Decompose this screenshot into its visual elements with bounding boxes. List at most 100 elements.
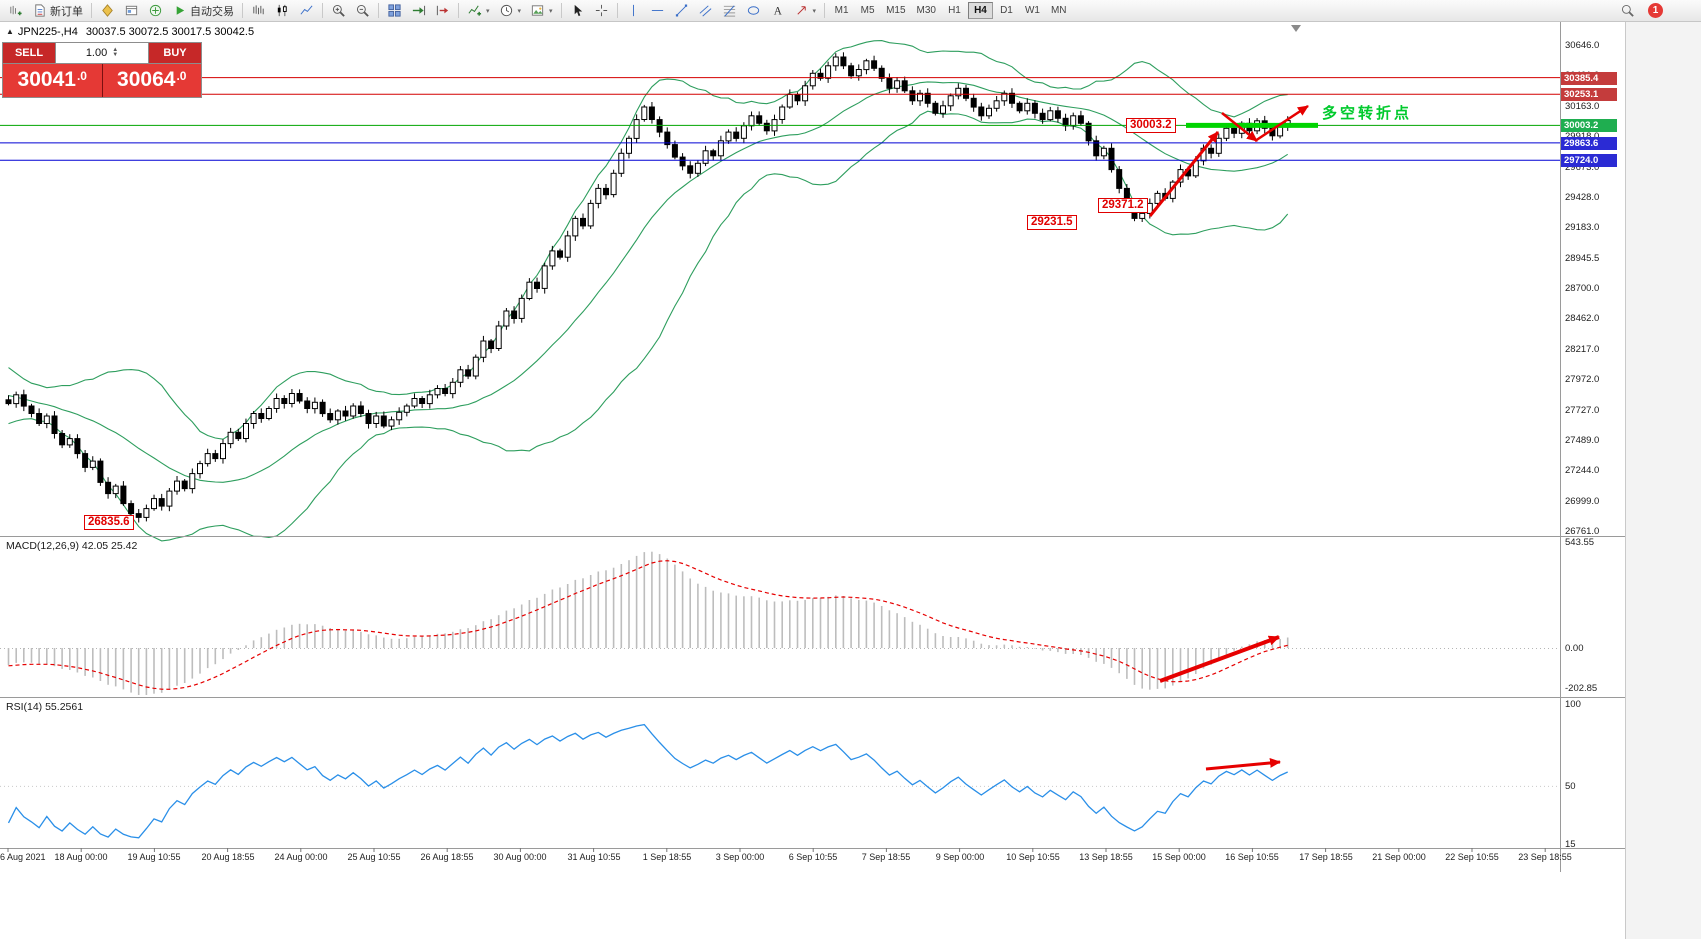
rsi-arrow xyxy=(1205,757,1281,771)
play-icon xyxy=(176,6,185,15)
cursor-icon xyxy=(574,4,582,17)
auto-scroll-icon xyxy=(412,5,426,16)
macd-histogram xyxy=(7,551,1289,695)
tile-windows-icon xyxy=(388,4,401,17)
search-icon xyxy=(1621,4,1634,17)
macd-signal-line xyxy=(8,560,1288,690)
main-toolbar: 新订单 自动交易 xyxy=(0,0,1701,22)
candlestick-series xyxy=(5,52,1291,523)
rsi-line xyxy=(7,723,1288,839)
buy-button[interactable]: BUY xyxy=(149,43,201,63)
horizontal-line-icon xyxy=(651,10,663,11)
timeframe-button-w1[interactable]: W1 xyxy=(1020,2,1045,19)
fibonacci-icon xyxy=(723,5,735,17)
timeframe-button-h1[interactable]: H1 xyxy=(942,2,967,19)
arrow-tool-icon xyxy=(796,6,806,15)
candlestick-chart-icon xyxy=(277,4,287,17)
chevron-down-icon: ▾ xyxy=(549,7,553,15)
buy-price-frac: .0 xyxy=(176,69,187,83)
timeframe-button-m30[interactable]: M30 xyxy=(912,2,941,19)
right-gutter xyxy=(1625,22,1701,939)
clock-icon xyxy=(500,4,512,17)
crosshair-icon xyxy=(595,4,607,17)
one-click-top-row: SELL 1.00 ▲ ▼ BUY xyxy=(3,43,201,64)
templates-icon xyxy=(531,5,544,16)
macd-pane xyxy=(0,551,1560,695)
auto-scroll-button[interactable] xyxy=(407,1,430,21)
data-window-icon xyxy=(125,5,138,16)
templates-button[interactable]: ▾ xyxy=(526,1,557,21)
text-tool-button[interactable]: A xyxy=(766,1,789,21)
zoom-out-button[interactable] xyxy=(351,1,374,21)
spinner-down-icon[interactable]: ▼ xyxy=(112,52,119,58)
toolbar-separator xyxy=(560,3,562,18)
zoom-out-icon xyxy=(356,4,369,17)
periods-button[interactable]: ▾ xyxy=(495,1,526,21)
new-chart-button[interactable] xyxy=(4,1,27,21)
new-order-button[interactable]: 新订单 xyxy=(28,1,87,21)
buy-price-main: 30064 xyxy=(117,68,176,91)
arrows-tool-button[interactable]: ▾ xyxy=(790,1,821,21)
sell-price[interactable]: 30041 .0 xyxy=(3,64,102,97)
indicators-icon xyxy=(468,5,482,16)
new-order-icon xyxy=(35,4,45,17)
chevron-down-icon: ▾ xyxy=(812,7,817,15)
crosshair-tool-button[interactable] xyxy=(590,1,613,21)
timeframe-button-h4[interactable]: H4 xyxy=(967,2,993,19)
indicators-button[interactable]: ▾ xyxy=(463,1,494,21)
toolbar-separator xyxy=(458,3,459,18)
timeframe-button-m5[interactable]: M5 xyxy=(855,2,880,19)
search-button[interactable] xyxy=(1616,1,1639,21)
chevron-down-icon: ▾ xyxy=(486,7,490,15)
toolbar-separator xyxy=(242,3,243,18)
channel-tool-button[interactable] xyxy=(694,1,717,21)
diamond-icon xyxy=(102,4,113,17)
lot-size-input[interactable]: 1.00 ▲ ▼ xyxy=(55,43,149,63)
fibonacci-tool-button[interactable] xyxy=(718,1,741,21)
one-click-prices: 30041 .0 30064 .0 xyxy=(3,64,201,97)
data-window-button[interactable] xyxy=(120,1,143,21)
vertical-line-tool-button[interactable] xyxy=(622,1,645,21)
new-chart-icon xyxy=(10,5,22,16)
vertical-line-icon xyxy=(632,4,634,17)
toolbar-separator xyxy=(378,3,379,18)
chart-shift-button[interactable] xyxy=(431,1,454,21)
navigator-icon xyxy=(149,4,162,17)
timeframe-button-mn[interactable]: MN xyxy=(1046,2,1072,19)
chevron-down-icon: ▾ xyxy=(517,7,522,15)
text-icon: A xyxy=(773,5,782,17)
marketwatch-button[interactable] xyxy=(96,1,119,21)
sell-price-main: 30041 xyxy=(17,68,76,91)
horizontal-lines xyxy=(0,77,1560,161)
trendline-tool-button[interactable] xyxy=(670,1,693,21)
svg-text:A: A xyxy=(773,5,782,17)
chart-shift-marker xyxy=(1291,25,1301,32)
candlestick-chart-button[interactable] xyxy=(271,1,294,21)
zoom-in-icon xyxy=(332,4,345,17)
navigator-button[interactable] xyxy=(144,1,167,21)
auto-trading-button[interactable]: 自动交易 xyxy=(168,1,238,21)
bar-chart-button[interactable] xyxy=(247,1,270,21)
trend-arrows xyxy=(1148,104,1309,217)
spinner-up-icon[interactable]: ▲ xyxy=(112,47,119,53)
chart-canvas[interactable] xyxy=(0,22,1701,939)
timeframe-button-m15[interactable]: M15 xyxy=(881,2,910,19)
sell-button[interactable]: SELL xyxy=(3,43,55,63)
lot-spinner[interactable]: ▲ ▼ xyxy=(112,47,119,58)
notification-badge[interactable]: 1 xyxy=(1648,3,1663,18)
timeframe-button-d1[interactable]: D1 xyxy=(994,2,1019,19)
zoom-in-button[interactable] xyxy=(327,1,350,21)
line-chart-button[interactable] xyxy=(295,1,318,21)
ellipse-icon xyxy=(747,6,759,15)
toolbar-right: 1 xyxy=(1616,1,1663,21)
timeframe-button-m1[interactable]: M1 xyxy=(829,2,854,19)
horizontal-line-tool-button[interactable] xyxy=(646,1,669,21)
timeframe-toolbar: M1 M5 M15 M30 H1 H4 D1 W1 MN xyxy=(829,2,1071,19)
cursor-tool-button[interactable] xyxy=(566,1,589,21)
line-chart-icon xyxy=(300,5,313,15)
buy-price[interactable]: 30064 .0 xyxy=(102,64,201,97)
tile-windows-button[interactable] xyxy=(383,1,406,21)
toolbar-separator xyxy=(91,3,92,18)
shapes-tool-button[interactable] xyxy=(742,1,765,21)
